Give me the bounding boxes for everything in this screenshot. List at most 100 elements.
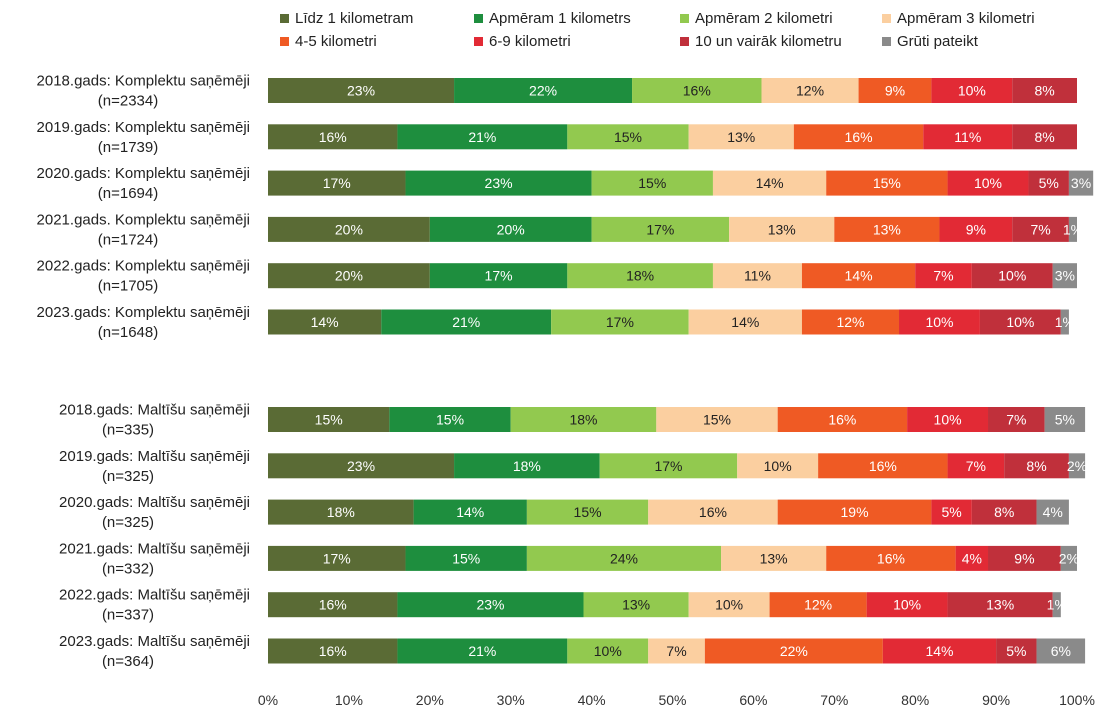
bar-segment [793, 124, 924, 150]
legend-swatch-1 [474, 14, 483, 23]
data-label: 13% [986, 597, 1014, 613]
data-label: 7% [966, 458, 986, 474]
data-label: 16% [828, 412, 856, 428]
data-label: 13% [768, 221, 796, 237]
data-label: 23% [485, 175, 513, 191]
data-label: 16% [877, 550, 905, 566]
bar-segment [801, 309, 900, 335]
legend-swatch-4 [280, 37, 289, 46]
data-label: 22% [529, 83, 557, 99]
bar-segment [429, 216, 592, 242]
data-label: 7% [666, 643, 686, 659]
bar-segment [268, 263, 430, 289]
row-label: 2021.gads: Maltīšu saņēmēji [59, 540, 250, 557]
bar-segment [268, 545, 406, 571]
legend-item-6: 10 un vairāk kilometru [680, 33, 842, 50]
bar-segment [688, 124, 794, 150]
data-label: 5% [1039, 175, 1059, 191]
row-label: 2020.gads: Maltīšu saņēmēji [59, 494, 250, 511]
bar-segment [567, 638, 649, 664]
data-label: 17% [606, 314, 634, 330]
bar-segment [268, 124, 398, 150]
data-label: 4% [962, 550, 982, 566]
bar-segment [268, 499, 414, 525]
data-label: 24% [610, 550, 638, 566]
bar-segment [413, 499, 527, 525]
legend-swatch-5 [474, 37, 483, 46]
bar-segment [704, 638, 883, 664]
data-label: 18% [569, 412, 597, 428]
bar-segment [1068, 170, 1094, 196]
bar-segment [268, 216, 430, 242]
data-label: 23% [347, 458, 375, 474]
bar-segment [777, 407, 908, 432]
bar-segment [721, 545, 827, 571]
data-label: 21% [468, 643, 496, 659]
data-label: 15% [703, 412, 731, 428]
bar-segment [1060, 309, 1069, 335]
data-label: 9% [1014, 550, 1034, 566]
bar-segment [947, 592, 1053, 618]
data-label: 17% [485, 268, 513, 284]
bar-segment [268, 170, 406, 196]
bar-segment [1012, 78, 1077, 103]
row-label: 2022.gads: Komplektu saņēmēji [37, 258, 250, 275]
legend-label-2: Apmēram 2 kilometri [695, 10, 833, 27]
legend-swatch-0 [280, 14, 289, 23]
bar-segment [405, 170, 592, 196]
data-label: 8% [1035, 83, 1055, 99]
x-tick-label: 40% [578, 692, 606, 708]
row-sample-size: (n=2334) [98, 93, 158, 110]
bar-segment [712, 170, 827, 196]
bar-segment [397, 592, 584, 618]
x-tick-label: 80% [901, 692, 929, 708]
bar-segment [1052, 263, 1077, 289]
data-label: 13% [622, 597, 650, 613]
data-label: 10% [925, 314, 953, 330]
bar-segment [729, 216, 835, 242]
data-label: 13% [727, 129, 755, 145]
data-label: 20% [335, 221, 363, 237]
data-label: 7% [1006, 412, 1026, 428]
bar-segment [454, 78, 633, 103]
bar-segment [268, 453, 455, 479]
data-label: 12% [804, 597, 832, 613]
data-label: 4% [1043, 504, 1063, 520]
bar-segment [882, 638, 997, 664]
data-label: 2% [1067, 458, 1087, 474]
data-label: 23% [347, 83, 375, 99]
bar-segment [712, 263, 802, 289]
bar-segment [1012, 124, 1077, 150]
data-label: 20% [497, 221, 525, 237]
data-label: 21% [468, 129, 496, 145]
bar-segment [931, 78, 1013, 103]
data-label: 1% [1063, 221, 1083, 237]
x-tick-label: 10% [335, 692, 363, 708]
bar-segment [268, 78, 455, 103]
data-label: 18% [327, 504, 355, 520]
data-label: 17% [323, 550, 351, 566]
bar-segment [769, 592, 867, 618]
data-label: 17% [646, 221, 674, 237]
bar-segment [1068, 216, 1077, 242]
data-label: 17% [323, 175, 351, 191]
data-label: 21% [452, 314, 480, 330]
bar-segment [931, 499, 972, 525]
data-label: 12% [836, 314, 864, 330]
row-sample-size: (n=325) [102, 514, 154, 531]
bar-segment [510, 407, 657, 432]
data-label: 16% [699, 504, 727, 520]
x-tick-label: 60% [739, 692, 767, 708]
bar-segment [268, 407, 390, 432]
legend-item-7: Grūti pateikt [882, 33, 978, 50]
bar-segment [988, 545, 1061, 571]
row-label: 2023.gads: Maltīšu saņēmēji [59, 633, 250, 650]
data-label: 15% [436, 412, 464, 428]
bar-segment [971, 263, 1053, 289]
bar-segment [899, 309, 980, 335]
data-label: 16% [845, 129, 873, 145]
bar-segment [268, 592, 398, 618]
data-label: 2% [1059, 550, 1079, 566]
data-label: 8% [1035, 129, 1055, 145]
